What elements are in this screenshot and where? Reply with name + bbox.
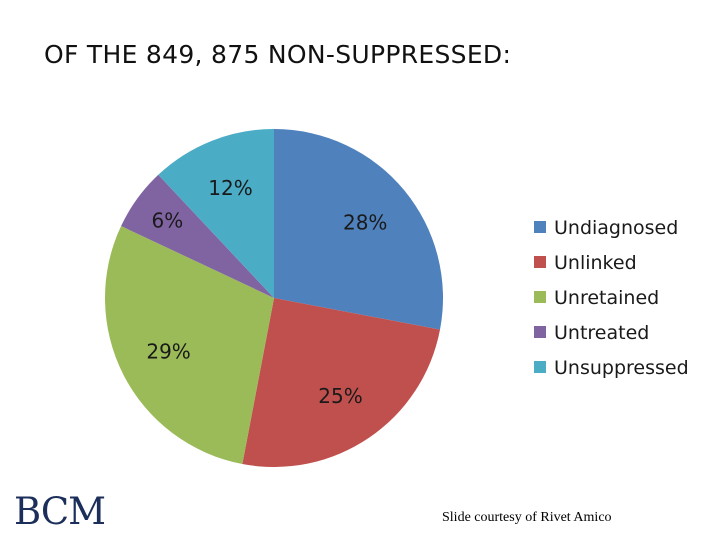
slide-credit: Slide courtesy of Rivet Amico	[442, 510, 612, 525]
legend-label-undiagnosed: Undiagnosed	[554, 217, 678, 239]
legend-swatch-unsuppressed	[534, 361, 546, 373]
pie-label-undiagnosed: 28%	[343, 211, 387, 235]
legend-label-unlinked: Unlinked	[554, 252, 637, 274]
pie-slice-unretained	[104, 226, 274, 465]
pie-slice-undiagnosed	[274, 129, 444, 330]
pie-label-unlinked: 25%	[318, 384, 362, 408]
legend-swatch-unlinked	[534, 256, 546, 268]
pie-label-unsuppressed: 12%	[208, 176, 252, 200]
legend-label-unretained: Unretained	[554, 287, 659, 309]
legend-swatch-untreated	[534, 326, 546, 338]
legend-label-untreated: Untreated	[554, 322, 649, 344]
pie-label-untreated: 6%	[152, 209, 184, 233]
legend: Undiagnosed Unlinked Unretained Untreated Un…	[534, 217, 689, 379]
legend-swatch-undiagnosed	[534, 221, 546, 233]
pie-label-unretained: 29%	[146, 340, 190, 364]
legend-swatch-unretained	[534, 291, 546, 303]
pie-slice-labels: 28% 25% 29% 6% 12%	[146, 176, 387, 408]
pie-slice-untreated	[121, 174, 274, 298]
bcm-logo: BCM	[14, 490, 106, 533]
pie-slice-unsuppressed	[158, 129, 274, 298]
slide-title: OF THE 849, 875 NON-SUPPRESSED:	[44, 40, 512, 69]
legend-label-unsuppressed: Unsuppressed	[554, 357, 689, 379]
pie-slice-unlinked	[242, 298, 441, 468]
pie-slices	[104, 129, 444, 468]
